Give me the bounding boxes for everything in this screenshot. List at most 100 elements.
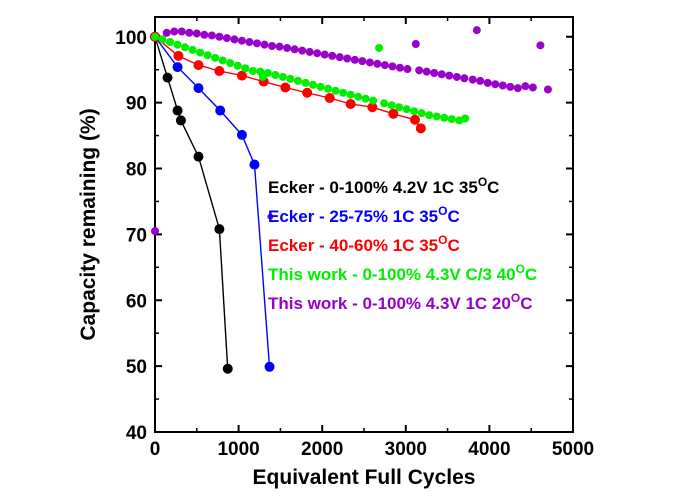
legend-entry: This work - 0-100% 4.3V C/3 40OC [268, 262, 537, 284]
series-line [154, 36, 229, 369]
data-point [207, 31, 216, 40]
data-point [506, 82, 515, 91]
data-point [343, 54, 352, 63]
data-point [468, 75, 477, 84]
data-point [437, 70, 446, 79]
data-point [513, 84, 522, 93]
data-point [354, 92, 363, 101]
data-point [301, 78, 310, 87]
y-tick-label: 80 [126, 160, 147, 181]
data-point [151, 32, 159, 41]
y-tick-label: 50 [126, 357, 147, 378]
data-point [158, 35, 167, 44]
data-point [215, 105, 226, 116]
data-point [369, 96, 378, 105]
data-point [196, 48, 205, 57]
data-point [226, 59, 235, 68]
legend-degree-sup: O [516, 262, 525, 276]
legend-entry: Ecker - 25-75% 1C 35OC [268, 204, 460, 226]
data-point [316, 82, 325, 91]
data-point [335, 53, 344, 62]
data-point [395, 103, 404, 112]
data-point [293, 76, 302, 85]
legend-degree-sup: O [438, 233, 447, 247]
data-point [461, 114, 470, 123]
data-point [358, 57, 367, 66]
data-point [388, 108, 399, 119]
data-point [166, 38, 175, 47]
data-point [410, 107, 419, 116]
legend-unit: C [447, 207, 459, 226]
data-point [305, 47, 314, 56]
data-point [252, 39, 261, 48]
data-point [236, 70, 247, 81]
data-point [415, 66, 424, 75]
data-point [193, 83, 204, 94]
legend-entry: Ecker - 40-60% 1C 35OC [268, 233, 460, 255]
legend-unit: C [487, 178, 499, 197]
data-point [476, 76, 485, 85]
x-tick-label: 3000 [385, 439, 427, 460]
data-point [248, 67, 257, 76]
x-axis-title: Equivalent Full Cycles [253, 466, 476, 489]
data-point [215, 32, 224, 41]
data-point [218, 56, 227, 65]
data-point [313, 49, 322, 58]
data-point [498, 81, 507, 90]
y-tick-label: 100 [115, 28, 147, 49]
x-tick-label: 5000 [552, 439, 594, 460]
data-point [236, 129, 247, 140]
data-point [249, 159, 260, 170]
data-point [263, 68, 272, 77]
data-point [388, 62, 397, 71]
data-point [264, 361, 275, 372]
data-point [422, 67, 431, 76]
data-point [491, 80, 500, 89]
data-point [230, 35, 239, 44]
series-0 [150, 31, 233, 374]
data-point [193, 60, 204, 71]
data-point [380, 99, 389, 108]
data-point [411, 40, 420, 49]
data-point [445, 71, 454, 80]
data-point [417, 109, 426, 118]
data-point [203, 51, 212, 60]
data-point [170, 27, 179, 36]
data-point [452, 72, 461, 81]
data-point [298, 46, 307, 55]
data-point [403, 65, 412, 74]
data-point [175, 115, 186, 126]
data-point [432, 112, 441, 121]
data-point [275, 42, 284, 51]
data-point [472, 26, 481, 35]
data-point [237, 36, 246, 45]
data-point [395, 63, 404, 72]
data-point [302, 87, 313, 98]
data-point [387, 101, 396, 110]
data-point [447, 115, 456, 124]
data-point [543, 85, 552, 94]
data-point [339, 88, 348, 97]
data-point [200, 30, 209, 39]
data-point [177, 27, 186, 36]
data-point [309, 80, 318, 89]
data-point [185, 28, 194, 37]
data-point [181, 43, 190, 52]
series-3 [151, 32, 470, 125]
data-point [173, 40, 182, 49]
y-tick-label: 70 [126, 225, 147, 246]
data-point [331, 86, 340, 95]
data-point [440, 113, 449, 122]
data-point [268, 41, 277, 50]
data-point [430, 68, 439, 77]
data-point [192, 29, 201, 38]
series-4 [151, 26, 552, 236]
legend-degree-sup: O [511, 291, 520, 305]
data-point [271, 70, 280, 79]
data-point [211, 53, 220, 62]
data-point [280, 82, 291, 93]
data-point [324, 84, 333, 93]
data-point [278, 72, 287, 81]
data-point [373, 59, 382, 68]
